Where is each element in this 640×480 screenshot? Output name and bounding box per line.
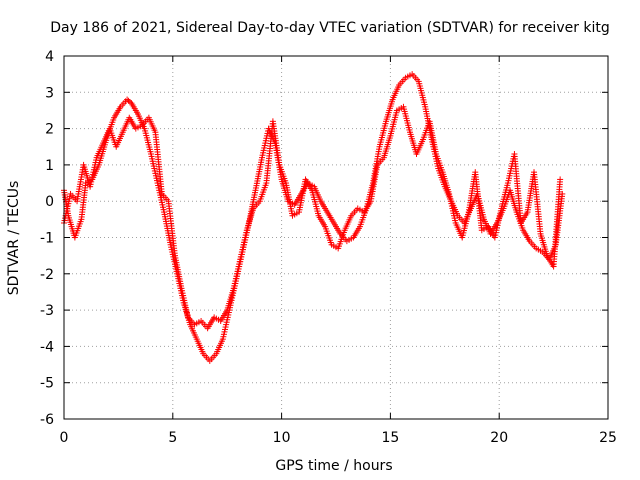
y-tick-label: 0 [45, 194, 54, 210]
x-axis-label: GPS time / hours [275, 458, 392, 474]
data-point [557, 176, 564, 183]
grid [64, 56, 608, 419]
y-tick-label: -3 [40, 303, 54, 319]
y-tick-label: -2 [40, 267, 54, 283]
y-axis-label: SDTVAR / TECUs [6, 181, 22, 296]
y-tick-label: 4 [45, 49, 54, 65]
x-tick-label: 10 [273, 430, 291, 446]
axis-ticks: 0 5 10 15 20 25 -6 -5 -4 -3 -2 -1 0 1 2 3 4 [40, 49, 617, 446]
y-tick-label: 2 [45, 122, 54, 138]
y-tick-label: -6 [40, 412, 54, 428]
y-tick-label: -1 [40, 231, 54, 247]
x-tick-label: 25 [599, 430, 617, 446]
y-tick-label: -5 [40, 376, 54, 392]
data-points [61, 71, 566, 364]
chart-title: Day 186 of 2021, Sidereal Day-to-day VTE… [50, 20, 610, 36]
x-tick-label: 5 [168, 430, 177, 446]
y-tick-label: 3 [45, 85, 54, 101]
x-tick-label: 15 [381, 430, 399, 446]
y-tick-label: -4 [40, 339, 54, 355]
data-point-interp [127, 98, 134, 105]
x-tick-label: 0 [60, 430, 69, 446]
y-tick-label: 1 [45, 158, 54, 174]
x-tick-label: 20 [490, 430, 508, 446]
plot-frame [63, 55, 609, 420]
